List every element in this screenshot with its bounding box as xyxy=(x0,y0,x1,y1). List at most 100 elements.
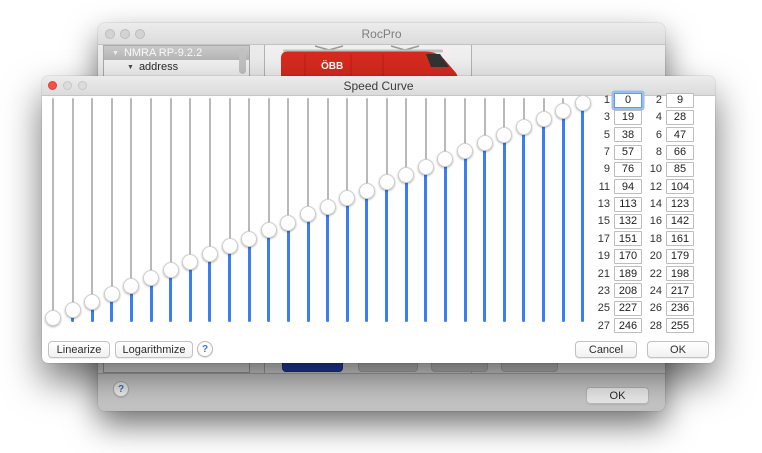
slider-track[interactable] xyxy=(71,98,74,322)
speed-value-input[interactable] xyxy=(614,127,642,143)
logarithmize-button[interactable]: Logarithmize xyxy=(115,341,193,358)
slider-thumb[interactable] xyxy=(378,174,395,191)
speed-index-label: 1 xyxy=(603,94,610,106)
speed-value-input[interactable] xyxy=(666,231,694,247)
speed-index-label: 23 xyxy=(597,284,610,297)
speed-table-row: 12 xyxy=(586,92,698,108)
slider-thumb[interactable] xyxy=(398,166,415,183)
speed-index-label: 2 xyxy=(655,94,662,106)
speed-value-input[interactable] xyxy=(666,266,694,281)
speed-value-input[interactable] xyxy=(614,231,642,247)
tree-item-address[interactable]: ▼ address xyxy=(104,60,249,74)
slider-thumb[interactable] xyxy=(339,190,356,207)
speed-value-input[interactable] xyxy=(614,300,642,316)
app-ok-button[interactable]: OK xyxy=(586,387,649,404)
speed-value-input[interactable] xyxy=(614,109,642,125)
speed-value-input[interactable] xyxy=(666,300,694,316)
slider-track[interactable] xyxy=(287,98,290,322)
slider-fill xyxy=(326,206,330,322)
linearize-button[interactable]: Linearize xyxy=(48,341,110,358)
speed-value-input[interactable] xyxy=(614,144,642,160)
slider-track[interactable] xyxy=(130,98,133,322)
speed-value-input[interactable] xyxy=(614,318,642,334)
slider-track[interactable] xyxy=(267,98,270,322)
cancel-button[interactable]: Cancel xyxy=(575,341,637,358)
tree-item-nmra[interactable]: ▼ NMRA RP-9.2.2 xyxy=(104,46,249,60)
speed-value-input[interactable] xyxy=(614,248,642,264)
speed-value-input[interactable] xyxy=(666,127,694,143)
speed-value-input[interactable] xyxy=(666,248,694,264)
slider-track[interactable] xyxy=(169,98,172,322)
slider-thumb[interactable] xyxy=(515,118,532,135)
slider-thumb[interactable] xyxy=(476,134,493,151)
speed-value-input[interactable] xyxy=(666,144,694,160)
slider-thumb[interactable] xyxy=(319,198,336,215)
slider-thumb[interactable] xyxy=(417,159,434,176)
slider-thumb[interactable] xyxy=(280,214,297,231)
slider-track[interactable] xyxy=(248,98,251,322)
slider-thumb[interactable] xyxy=(182,254,199,271)
slider-fill xyxy=(365,190,369,322)
slider-fill xyxy=(188,262,192,322)
speed-value-input[interactable] xyxy=(614,213,642,229)
speed-value-input[interactable] xyxy=(666,213,694,229)
slider-track[interactable] xyxy=(150,98,153,322)
slider-thumb[interactable] xyxy=(45,309,61,326)
speed-value-input[interactable] xyxy=(666,318,694,334)
speed-value-input[interactable] xyxy=(614,196,642,212)
slider-track[interactable] xyxy=(110,98,113,322)
slider-track[interactable] xyxy=(228,98,231,322)
slider-thumb[interactable] xyxy=(162,261,179,278)
rocpro-titlebar[interactable]: RocPro xyxy=(98,23,665,45)
disclosure-triangle-icon[interactable]: ▼ xyxy=(112,49,119,57)
speed-table-row: 23 24 xyxy=(586,283,698,299)
slider-thumb[interactable] xyxy=(358,182,375,199)
slider-thumb[interactable] xyxy=(457,143,474,160)
close-icon[interactable] xyxy=(105,29,115,39)
speed-value-input[interactable] xyxy=(666,92,694,108)
slider-track[interactable] xyxy=(91,98,94,322)
slider-thumb[interactable] xyxy=(300,206,317,223)
slider-thumb[interactable] xyxy=(221,238,238,255)
speed-value-input[interactable] xyxy=(614,179,642,195)
speed-index-label: 13 xyxy=(597,198,610,211)
slider-thumb[interactable] xyxy=(143,270,160,287)
zoom-icon[interactable] xyxy=(78,81,87,90)
minimize-icon[interactable] xyxy=(63,81,72,90)
slider-track[interactable] xyxy=(52,98,54,322)
slider-thumb[interactable] xyxy=(84,293,101,310)
speed-value-input[interactable] xyxy=(666,283,694,299)
speed-value-input[interactable] xyxy=(614,283,642,299)
slider-thumb[interactable] xyxy=(123,277,140,294)
speed-value-input[interactable] xyxy=(614,161,642,177)
slider-track[interactable] xyxy=(208,98,211,322)
dialog-titlebar[interactable]: Speed Curve xyxy=(42,76,715,96)
slider-thumb[interactable] xyxy=(241,230,258,247)
speed-value-input[interactable] xyxy=(666,161,694,177)
slider-thumb[interactable] xyxy=(496,127,513,144)
slider-thumb[interactable] xyxy=(437,150,454,167)
dialog-help-button[interactable]: ? xyxy=(197,341,213,357)
speed-index-label: 8 xyxy=(655,146,662,159)
zoom-icon[interactable] xyxy=(135,29,145,39)
slider-thumb[interactable] xyxy=(574,95,591,112)
disclosure-triangle-icon[interactable]: ▼ xyxy=(127,63,134,71)
minimize-icon[interactable] xyxy=(120,29,130,39)
slider-thumb[interactable] xyxy=(201,245,218,262)
slider-track[interactable] xyxy=(189,98,192,322)
close-icon[interactable] xyxy=(48,81,57,90)
slider-thumb[interactable] xyxy=(555,102,572,119)
slider-thumb[interactable] xyxy=(535,111,552,128)
slider-thumb[interactable] xyxy=(103,286,120,303)
slider-thumb[interactable] xyxy=(260,222,277,239)
speed-value-input[interactable] xyxy=(666,196,694,212)
app-help-button[interactable]: ? xyxy=(113,381,129,397)
tree-scrollbar[interactable] xyxy=(239,48,246,74)
speed-value-input[interactable] xyxy=(666,109,694,125)
slider-thumb[interactable] xyxy=(64,302,81,319)
speed-index-label: 24 xyxy=(649,284,662,297)
speed-value-input[interactable] xyxy=(614,92,642,108)
ok-button[interactable]: OK xyxy=(647,341,709,358)
speed-value-input[interactable] xyxy=(666,179,694,195)
speed-value-input[interactable] xyxy=(614,266,642,281)
